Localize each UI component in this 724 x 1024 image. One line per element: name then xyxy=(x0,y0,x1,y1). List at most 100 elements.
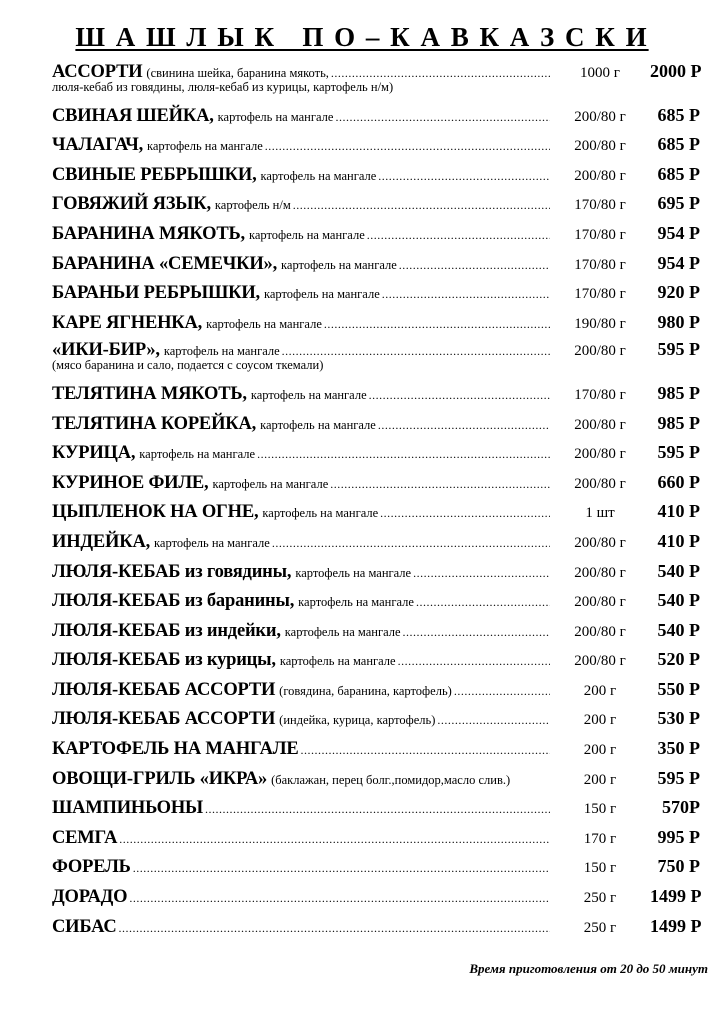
menu-item: КУРИНОЕ ФИЛЕ,картофель на мангале 200/80 … xyxy=(52,468,700,498)
dish-weight: 200/80 г xyxy=(574,564,626,581)
dish-name: ОВОЩИ-ГРИЛЬ «ИКРА» xyxy=(52,768,268,789)
dish-name: БАРАНЬИ РЕБРЫШКИ, xyxy=(52,283,260,304)
dish-name: ШАМПИНЬОНЫ xyxy=(52,798,204,819)
dish-name: ИНДЕЙКА, xyxy=(52,531,151,552)
menu-item: ОВОЩИ-ГРИЛЬ «ИКРА» (баклажан, перец болг.… xyxy=(52,764,700,794)
dot-leader xyxy=(416,588,550,618)
menu-item-line: СИБАС 250 г 1499 Р xyxy=(52,912,702,944)
dish-name: АССОРТИ xyxy=(52,62,143,82)
menu-list: АССОРТИ(свинина шейка, баранина мякоть, 1… xyxy=(52,59,702,944)
dot-leader xyxy=(324,310,550,340)
dish-weight: 200 г xyxy=(583,682,617,699)
dish-weight: 150 г xyxy=(583,801,617,818)
dish-description: картофель на мангале xyxy=(217,109,334,124)
dish-description: картофель на мангале xyxy=(284,624,401,639)
dish-description: картофель на мангале xyxy=(147,139,263,154)
menu-item: ЛЮЛЯ-КЕБАБ из говядины, картофель на манг… xyxy=(52,557,700,587)
dot-leader xyxy=(378,411,550,441)
menu-item-line: ТЕЛЯТИНА КОРЕЙКА,картофель на мангале 200… xyxy=(52,409,700,439)
menu-item-line: БАРАНИНА «СЕМЕЧКИ»,картофель на мангале 1… xyxy=(52,249,700,279)
dot-leader xyxy=(454,677,550,707)
menu-item: КУРИЦА,картофель на мангале 200/80 г 595 Р xyxy=(52,438,700,468)
dish-name: ЛЮЛЯ-КЕБАБ АССОРТИ xyxy=(52,679,276,700)
menu-item-line: ГОВЯЖИЙ ЯЗЫК,картофель н/м 170/80 г 695 Р xyxy=(52,189,700,219)
menu-item: ТЕЛЯТИНА КОРЕЙКА,картофель на мангале 200… xyxy=(52,409,700,439)
dish-weight: 200/80 г xyxy=(574,138,626,155)
dot-leader xyxy=(119,914,550,944)
menu-item: ЛЮЛЯ-КЕБАБ из курицы, картофель на мангал… xyxy=(52,645,700,675)
menu-item: БАРАНЬИ РЕБРЫШКИ,картофель на мангале 170… xyxy=(52,278,700,308)
dish-name: СВИНЫЕ РЕБРЫШКИ, xyxy=(52,164,257,185)
dish-price: 570Р xyxy=(662,797,700,818)
dish-description: картофель на мангале xyxy=(262,506,379,521)
dish-price: 985 Р xyxy=(657,382,701,403)
dish-weight: 1 шт xyxy=(585,505,615,522)
menu-item: ТЕЛЯТИНА МЯКОТЬ,картофель на мангале 170/… xyxy=(52,379,700,409)
dish-price: 540 Р xyxy=(657,560,701,581)
dish-price: 520 Р xyxy=(657,649,701,670)
menu-item: СВИНЫЕ РЕБРЫШКИ,картофель на мангале 200/… xyxy=(52,160,700,190)
dish-weight: 200/80 г xyxy=(574,623,626,640)
dish-weight: 1000 г xyxy=(580,65,620,81)
menu-item-line: ЛЮЛЯ-КЕБАБ из индейки, картофель на манга… xyxy=(52,616,700,646)
dish-name: СЕМГА xyxy=(52,827,118,848)
dish-weight: 200/80 г xyxy=(574,446,626,463)
dish-price: 1499 Р xyxy=(650,886,702,907)
dish-price: 2000 Р xyxy=(650,61,702,81)
menu-item: ЦЫПЛЕНОК НА ОГНЕ,картофель на мангале 1 ш… xyxy=(52,497,700,527)
menu-item-line: ТЕЛЯТИНА МЯКОТЬ,картофель на мангале 170/… xyxy=(52,379,700,409)
dot-leader xyxy=(399,251,550,281)
menu-item-line: ЦЫПЛЕНОК НА ОГНЕ,картофель на мангале 1 ш… xyxy=(52,497,700,527)
dot-leader xyxy=(403,618,550,648)
dish-price: 954 Р xyxy=(657,222,701,243)
dish-description: (баклажан, перец болг.,помидор,масло сли… xyxy=(271,772,511,787)
dish-description: картофель на мангале xyxy=(298,595,414,610)
dot-leader xyxy=(257,440,550,470)
menu-item-line: БАРАНЬИ РЕБРЫШКИ,картофель на мангале 170… xyxy=(52,278,700,308)
dish-price: 954 Р xyxy=(657,252,701,273)
dish-price: 920 Р xyxy=(657,282,701,303)
dish-price: 985 Р xyxy=(657,412,701,433)
dish-description: картофель на мангале xyxy=(154,535,270,550)
menu-item-line: ОВОЩИ-ГРИЛЬ «ИКРА» (баклажан, перец болг.… xyxy=(52,764,700,794)
menu-item-line: СЕМГА 170 г 995 Р xyxy=(52,823,700,853)
dish-description: картофель н/м xyxy=(214,198,291,213)
dish-weight: 170/80 г xyxy=(574,386,626,403)
menu-item: СИБАС 250 г 1499 Р xyxy=(52,912,702,944)
dot-leader xyxy=(413,559,550,589)
menu-item: АССОРТИ(свинина шейка, баранина мякоть, 1… xyxy=(52,59,702,101)
dish-description: картофель на мангале xyxy=(260,417,376,432)
dish-price: 410 Р xyxy=(657,501,701,522)
menu-title: Ш А Ш Л Ы К П О – К А В К А З С К И xyxy=(0,22,724,53)
menu-item-line: ФОРЕЛЬ 150 г 750 Р xyxy=(52,852,700,882)
menu-item-line: ЛЮЛЯ-КЕБАБ из баранины, картофель на манг… xyxy=(52,586,700,616)
dish-price: 595 Р xyxy=(657,339,701,360)
dish-price: 695 Р xyxy=(657,193,701,214)
menu-item-line: СВИНАЯ ШЕЙКА,картофель на мангале 200/80 … xyxy=(52,101,700,131)
dish-description: картофель на мангале xyxy=(260,168,377,183)
dot-leader xyxy=(382,280,550,310)
dish-name: БАРАНИНА «СЕМЕЧКИ», xyxy=(52,253,278,274)
dish-price: 595 Р xyxy=(657,767,701,788)
dish-weight: 200 г xyxy=(583,712,617,729)
dish-price: 530 Р xyxy=(657,708,701,729)
dish-price: 540 Р xyxy=(657,590,701,611)
dish-price: 550 Р xyxy=(657,678,701,699)
menu-item-line: ЛЮЛЯ-КЕБАБ из курицы, картофель на мангал… xyxy=(52,645,700,675)
dot-leader xyxy=(265,132,550,162)
dot-leader xyxy=(300,736,550,766)
dot-leader xyxy=(380,499,550,529)
dish-name: ЛЮЛЯ-КЕБАБ из индейки, xyxy=(52,620,281,641)
menu-item-line: КУРИНОЕ ФИЛЕ,картофель на мангале 200/80 … xyxy=(52,468,700,498)
dish-price: 410 Р xyxy=(657,530,701,551)
menu-item-line: КАРТОФЕЛЬ НА МАНГАЛЕ 200 г 350 Р xyxy=(52,734,700,764)
dish-description: (говядина, баранина, картофель) xyxy=(279,683,452,698)
dot-leader xyxy=(272,529,550,559)
dish-name: КАРЕ ЯГНЕНКА, xyxy=(52,312,203,333)
menu-item: СЕМГА 170 г 995 Р xyxy=(52,823,700,853)
dish-price: 1499 Р xyxy=(650,915,702,936)
dish-name: ЛЮЛЯ-КЕБАБ АССОРТИ xyxy=(52,709,276,730)
dish-description: картофель на мангале xyxy=(295,565,412,580)
dish-name: ТЕЛЯТИНА КОРЕЙКА, xyxy=(52,413,257,434)
menu-item-line: КУРИЦА,картофель на мангале 200/80 г 595 Р xyxy=(52,438,700,468)
